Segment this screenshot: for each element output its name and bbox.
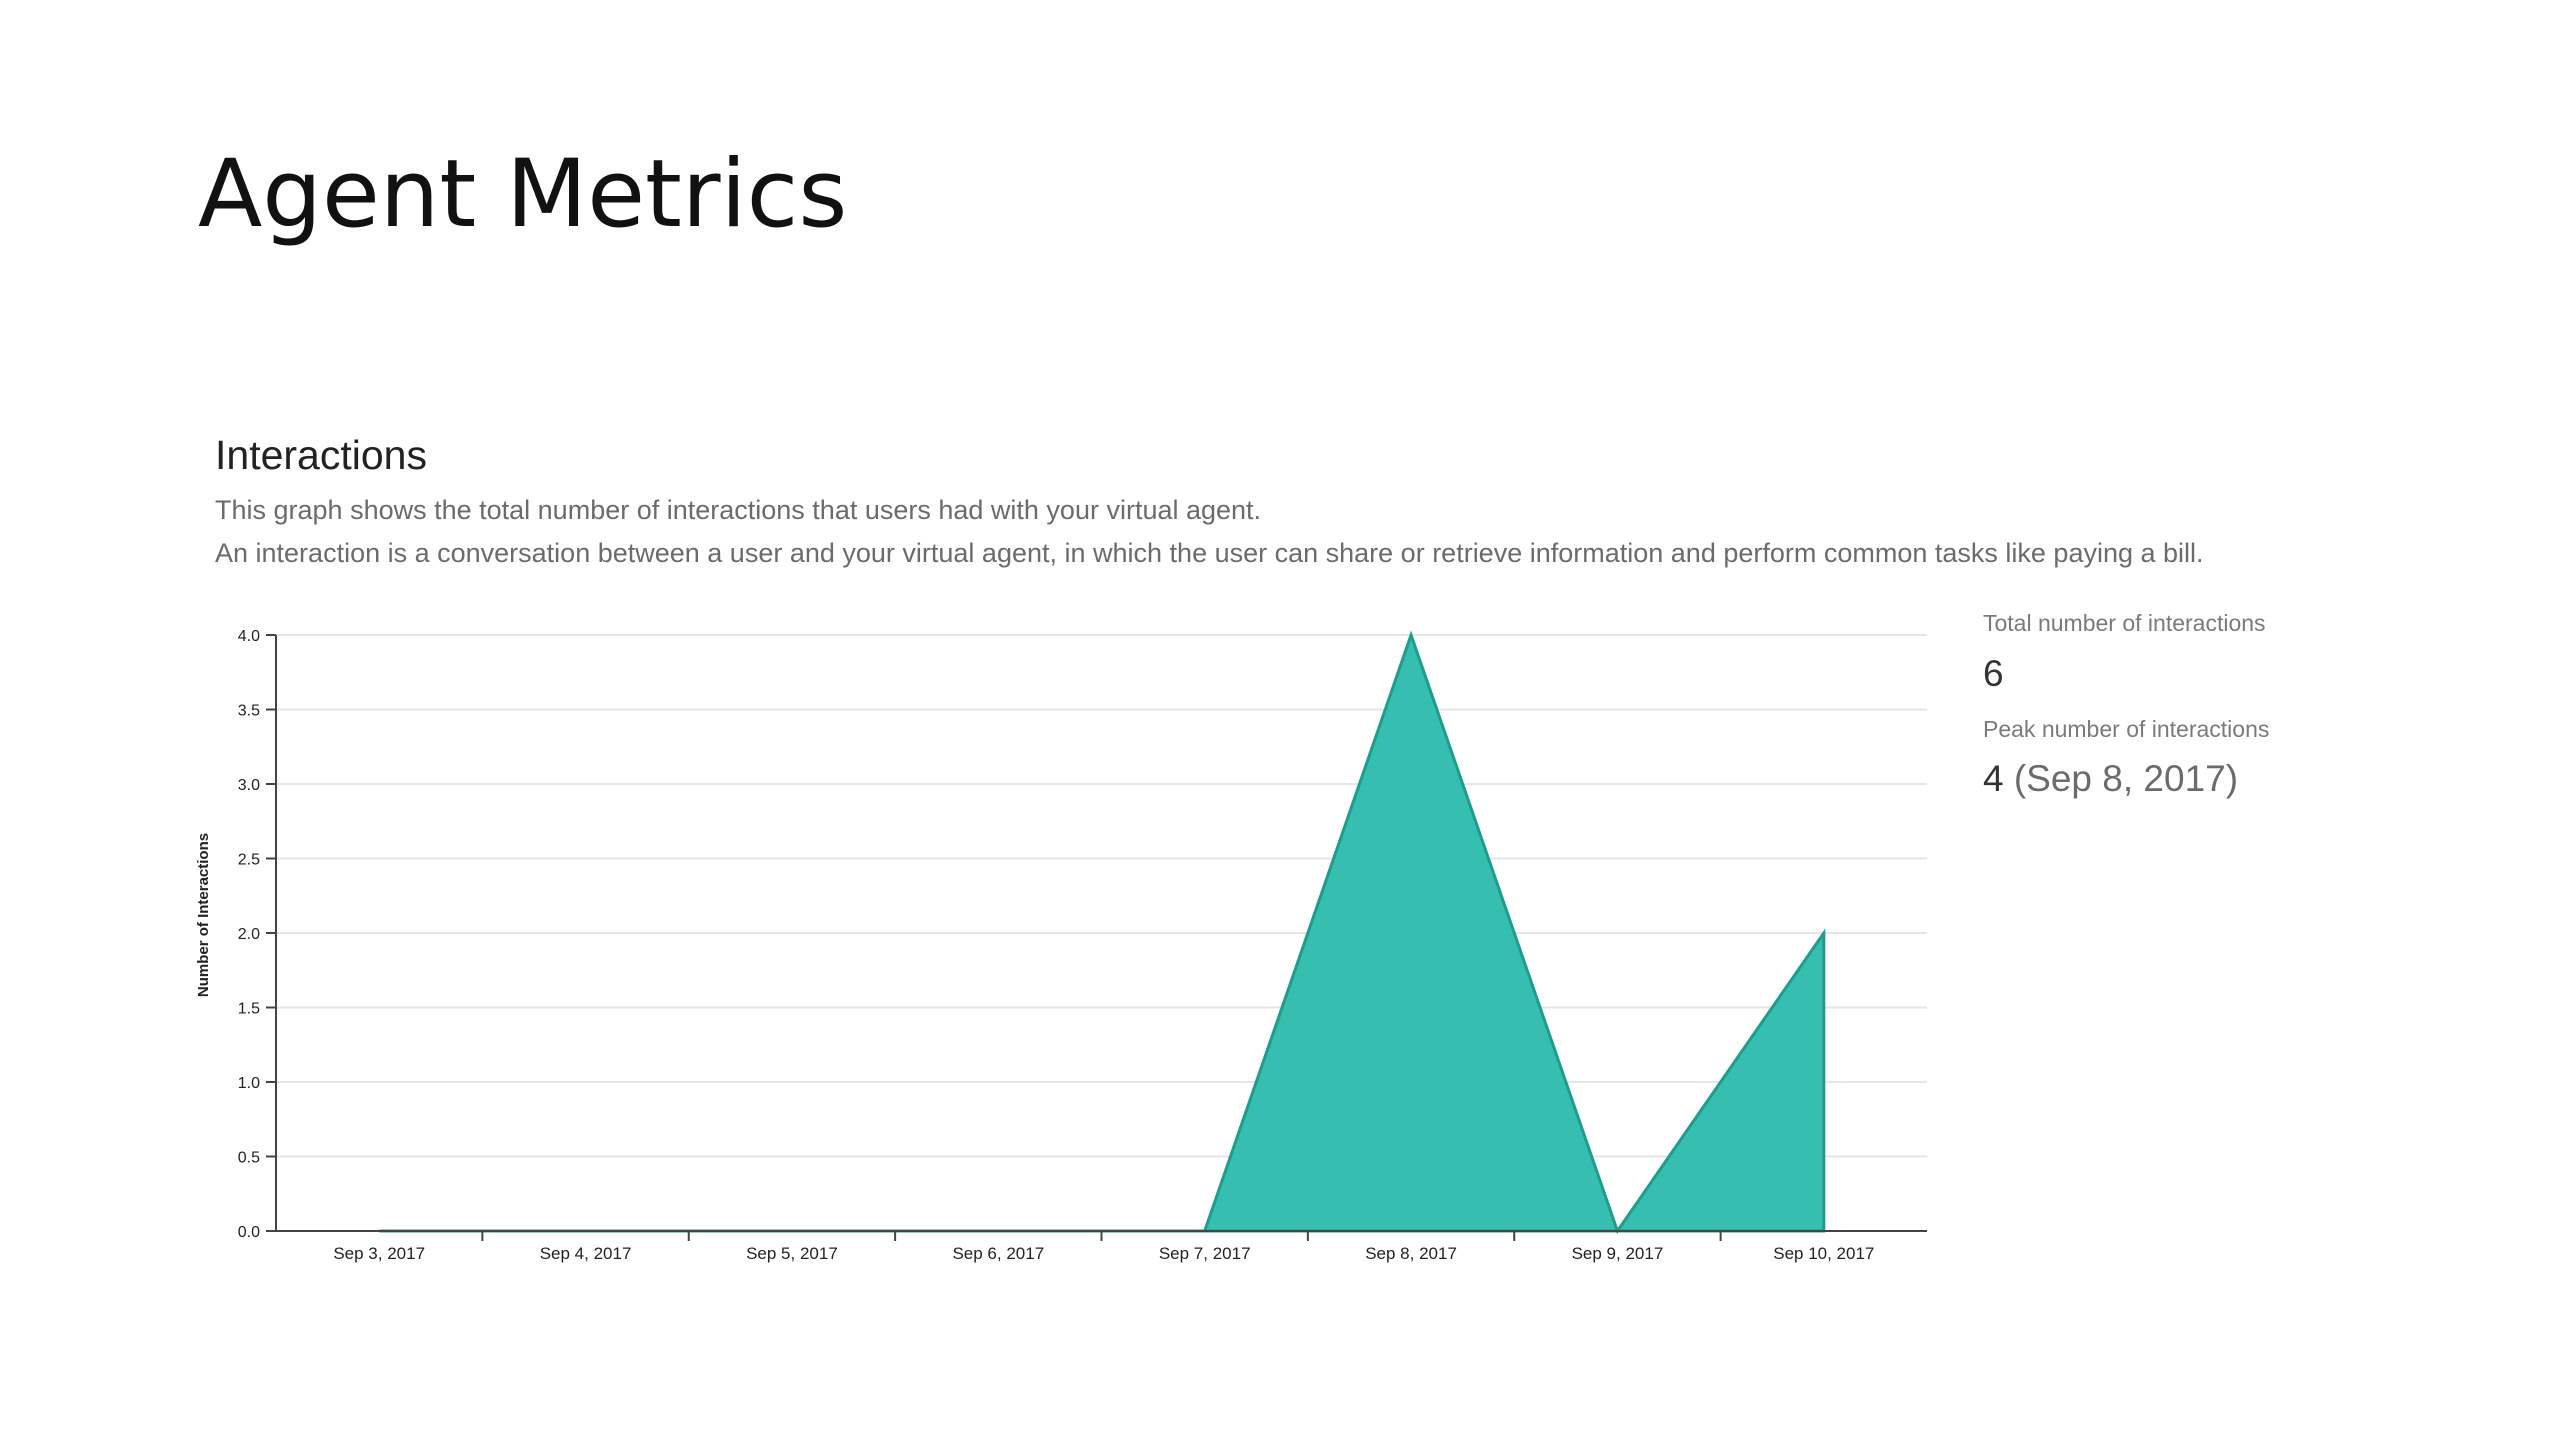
x-tick-label: Sep 4, 2017: [540, 1244, 632, 1263]
axis-layer: [275, 635, 1927, 1232]
x-tick-label: Sep 9, 2017: [1572, 1244, 1664, 1263]
section-description-line-1: This graph shows the total number of int…: [215, 495, 1262, 525]
total-interactions-label: Total number of interactions: [1983, 610, 2266, 636]
x-tick-label: Sep 7, 2017: [1159, 1244, 1251, 1263]
total-interactions-value: 6: [1983, 653, 2004, 694]
peak-interactions-label: Peak number of interactions: [1983, 716, 2270, 742]
x-tick-label: Sep 8, 2017: [1365, 1244, 1457, 1263]
x-tick-label: Sep 5, 2017: [746, 1244, 838, 1263]
y-tick-label: 2.5: [238, 852, 260, 869]
y-tick-label: 4.0: [238, 628, 260, 645]
grid-layer: [276, 634, 1927, 1158]
y-axis-label: Number of Interactions: [195, 833, 212, 997]
section-description-line-2: An interaction is a conversation between…: [215, 538, 2204, 568]
x-tick-label: Sep 3, 2017: [333, 1244, 425, 1263]
peak-interactions-date: (Sep 8, 2017): [2013, 758, 2239, 799]
slide-title: Agent Metrics: [198, 140, 848, 249]
x-tick-label: Sep 6, 2017: [952, 1244, 1044, 1263]
y-tick-label: 0.5: [238, 1150, 260, 1167]
interactions-area: [379, 630, 1826, 1235]
x-tick-label: Sep 10, 2017: [1773, 1244, 1874, 1263]
y-tick-label: 3.5: [238, 703, 260, 720]
x-tick-layer: Sep 3, 2017 Sep 4, 2017 Sep 5, 2017 Sep 6, …: [333, 1231, 1874, 1263]
section-heading: Interactions: [215, 432, 427, 478]
y-tick-layer: 0.0 0.5 1.0 1.5 2.0 2.5 3.0 3.5 4.0: [238, 628, 276, 1241]
y-tick-label: 1.5: [238, 1001, 260, 1018]
y-tick-label: 3.0: [238, 777, 260, 794]
area-layer: [379, 630, 1826, 1235]
y-tick-label: 2.0: [238, 926, 260, 943]
y-tick-label: 1.0: [238, 1075, 260, 1092]
peak-interactions-count: 4: [1983, 758, 2004, 799]
y-tick-label: 0.0: [238, 1224, 260, 1241]
peak-interactions-value: 4 (Sep 8, 2017): [1983, 760, 2238, 797]
